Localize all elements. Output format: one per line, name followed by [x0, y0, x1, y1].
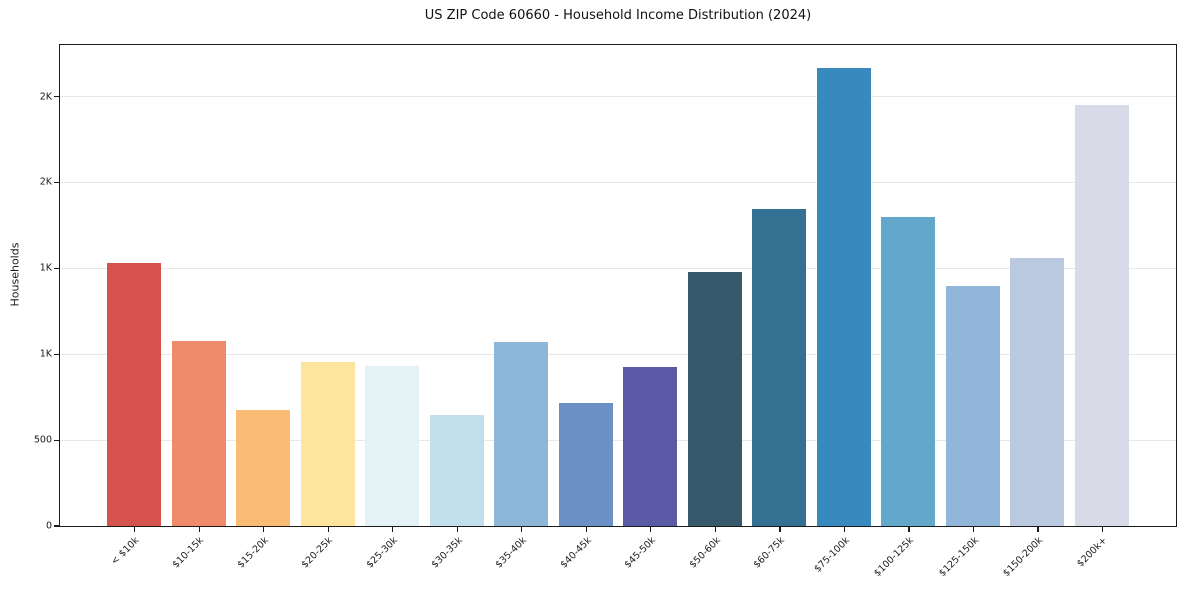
bar-column: $25-30k — [364, 45, 420, 570]
x-axis-tick — [456, 527, 458, 532]
bar-10-15k — [171, 340, 226, 526]
gridline — [60, 96, 1176, 98]
x-axis-tick — [585, 527, 587, 532]
bars-container: < $10k $10-15k $15-20k $20-25k $25-30k $30-35… — [60, 45, 1176, 579]
gridline — [60, 181, 1176, 183]
y-tick-label: 2K — [39, 176, 52, 188]
x-axis-tick — [972, 527, 975, 532]
bar-40-45k — [558, 403, 613, 526]
bar-column: $30-35k — [429, 45, 484, 570]
gridline — [60, 353, 1176, 355]
bar-column: $40-45k — [558, 45, 613, 570]
bar-50-60k — [687, 272, 742, 526]
bar-column: $125-150k — [937, 45, 1000, 579]
x-axis-tick — [843, 527, 846, 532]
x-tick-label: < $10k — [109, 535, 142, 568]
bar-100-125k — [881, 217, 936, 526]
plot-area: < $10k $10-15k $15-20k $20-25k $25-30k $30-35… — [34, 44, 1177, 579]
x-axis-tick — [779, 527, 781, 532]
x-axis-tick — [198, 527, 200, 532]
x-axis-tick — [650, 527, 652, 532]
x-axis-tick — [263, 527, 265, 532]
bar-column: $35-40k — [493, 45, 549, 570]
x-axis-tick — [1101, 527, 1104, 532]
x-tick-label: $125-150k — [936, 535, 981, 580]
bar-column: $45-50k — [623, 45, 678, 570]
x-tick-label: $20-25k — [299, 535, 336, 571]
gridline — [60, 267, 1176, 269]
y-tick-label: 0 — [45, 520, 52, 532]
bar-column: $75-100k — [812, 45, 871, 575]
bar-column: < $10k — [107, 45, 161, 567]
gridline — [60, 439, 1176, 441]
y-axis-tick — [54, 525, 59, 527]
y-tick-label: 2K — [39, 91, 52, 103]
bar-column: $15-20k — [235, 45, 291, 570]
bar-column: $100-125k — [872, 45, 936, 579]
y-axis-tick — [54, 181, 59, 184]
chart-title: US ZIP Code 60660 - Household Income Dis… — [424, 8, 812, 23]
x-tick-label: $60-75k — [751, 535, 788, 571]
bar-column: $150-200k — [1001, 45, 1065, 579]
bar-column: $20-25k — [300, 45, 355, 570]
bar-20-25k — [300, 362, 355, 526]
y-axis-label: Households — [8, 242, 22, 307]
bar-125-150k — [945, 285, 1000, 526]
y-tick-label: 1K — [39, 262, 52, 274]
y-axis-tick — [54, 95, 59, 98]
y-tick-label: 500 — [33, 434, 52, 446]
x-axis-tick — [1037, 527, 1039, 532]
x-axis-tick — [714, 527, 716, 532]
bar-35-40k — [494, 341, 549, 526]
bar-150-200k — [1010, 258, 1065, 526]
bar-75-100k — [816, 68, 871, 526]
bar-25-30k — [365, 365, 420, 526]
bar-30-35k — [429, 415, 484, 526]
x-tick-label: $45-50k — [622, 535, 659, 571]
x-tick-label: $100-125k — [872, 535, 917, 580]
x-tick-label: $150-200k — [1001, 535, 1046, 580]
x-axis-tick — [521, 527, 523, 532]
x-tick-label: $35-40k — [493, 535, 529, 571]
bar-column: $60-75k — [752, 45, 807, 570]
x-axis-tick — [134, 527, 136, 532]
bar-column: $200k+ — [1074, 45, 1129, 569]
x-axis-tick — [392, 527, 394, 532]
y-tick-label: 1K — [39, 348, 52, 360]
bar-200k — [1074, 104, 1129, 526]
x-tick-label: $15-20k — [235, 535, 271, 571]
y-axis-tick — [54, 439, 59, 441]
x-tick-label: $50-60k — [687, 535, 723, 571]
bar-60-75k — [752, 209, 807, 526]
y-axis-tick — [54, 267, 59, 269]
bar-column: $50-60k — [687, 45, 742, 570]
y-axis-tick — [54, 353, 59, 355]
bar-10k — [107, 262, 161, 526]
x-tick-label: $10-15k — [170, 535, 207, 571]
bar-15-20k — [236, 410, 291, 526]
x-tick-label: $30-35k — [428, 535, 465, 571]
x-axis-tick — [327, 527, 329, 532]
x-tick-label: $75-100k — [811, 535, 852, 575]
bar-45-50k — [623, 367, 678, 526]
x-tick-label: $25-30k — [364, 535, 400, 571]
x-tick-label: $40-45k — [558, 535, 594, 571]
bar-column: $10-15k — [171, 45, 226, 570]
x-axis-tick — [908, 527, 910, 532]
x-tick-label: $200k+ — [1075, 535, 1110, 570]
